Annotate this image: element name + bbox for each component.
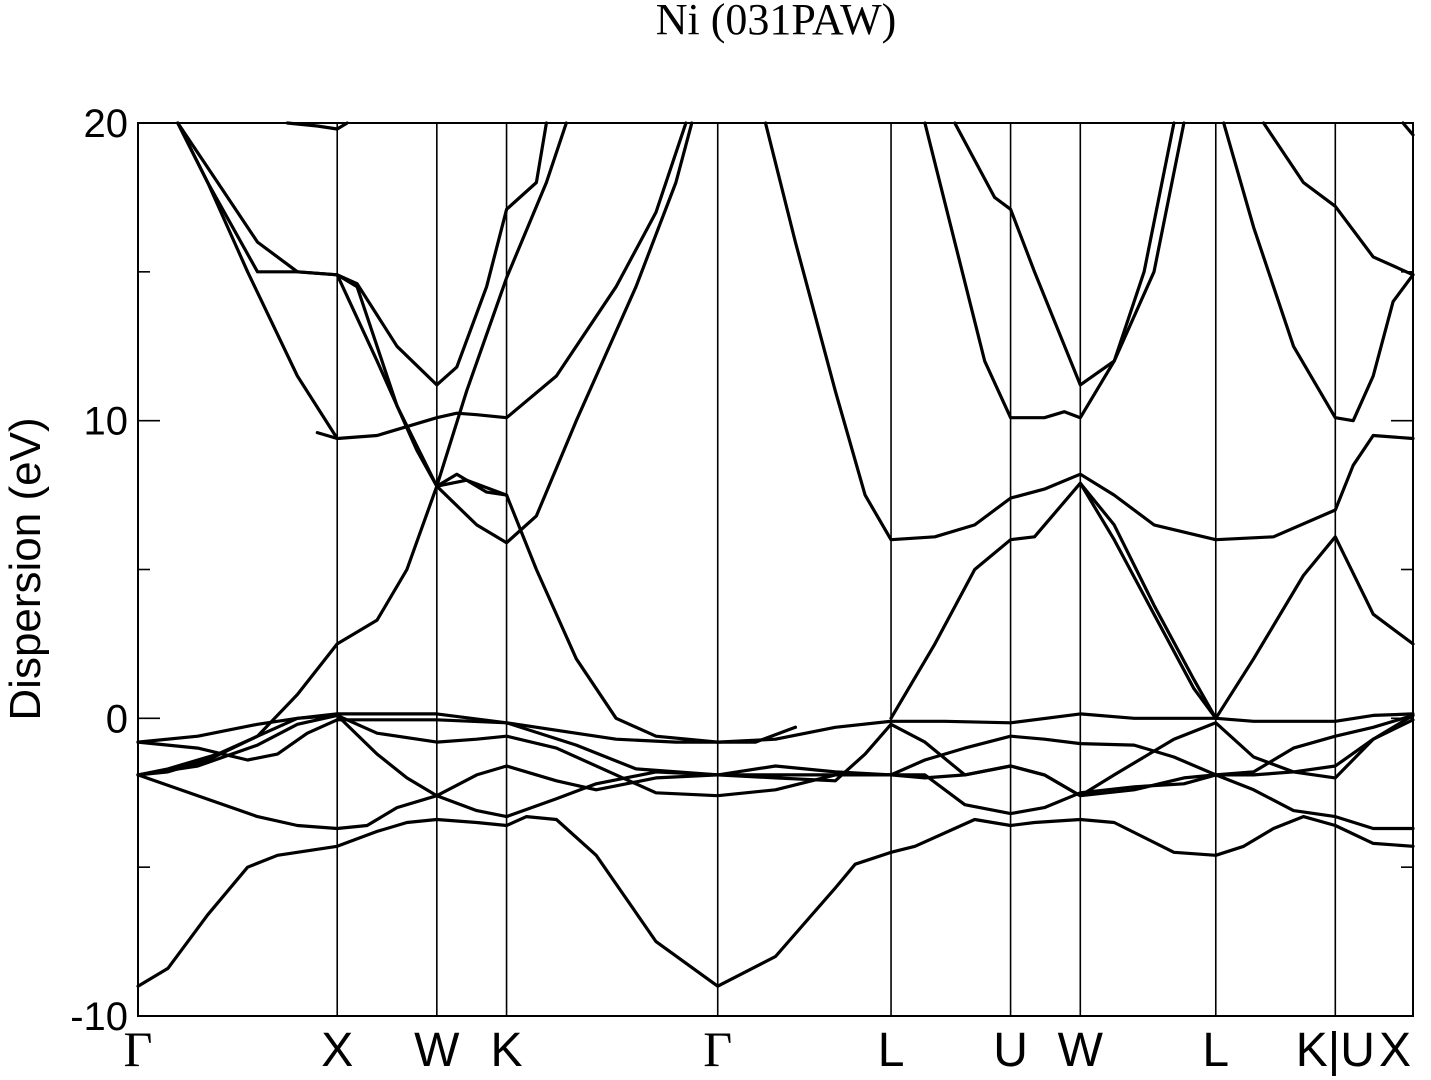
y-tick-label: -10	[70, 995, 128, 1039]
band-line	[136, 712, 1415, 762]
band-line	[1222, 121, 1415, 423]
band-line	[953, 121, 1186, 387]
y-axis-label: Dispersion (eV)	[1, 417, 50, 720]
kpoint-label: W	[1058, 1024, 1104, 1077]
band-line	[1078, 481, 1218, 720]
band-line	[889, 481, 1415, 720]
band-line	[285, 121, 349, 131]
kpoint-label: W	[414, 1024, 460, 1077]
kpoint-label: Γ	[124, 1021, 153, 1077]
band-line	[136, 814, 1415, 988]
band-line	[136, 712, 1415, 798]
kpoint-label: X	[1379, 1024, 1411, 1077]
band-line	[923, 121, 1176, 420]
band-line	[315, 431, 339, 441]
band-lines	[136, 121, 1415, 988]
kpoint-label: K|U	[1296, 1024, 1375, 1077]
kpoint-label: Γ	[703, 1021, 732, 1077]
plot-frame	[137, 122, 1414, 1017]
band-line	[335, 273, 798, 744]
kpoint-label: X	[321, 1024, 353, 1077]
kpoint-label: K	[491, 1024, 523, 1077]
band-line	[136, 764, 1415, 831]
band-line	[1261, 121, 1415, 277]
band-line	[176, 121, 688, 441]
band-line	[763, 121, 1415, 542]
band-line	[136, 713, 1415, 798]
kpoint-lines	[336, 123, 1337, 1016]
chart-title: Ni (031PAW)	[656, 0, 897, 44]
kpoint-labels: Γ X W K Γ L U W L K|U X	[124, 1021, 1411, 1077]
y-axis-ticks: -10 0 10 20	[70, 102, 1413, 1039]
y-tick-label: 0	[106, 697, 128, 741]
kpoint-label: L	[878, 1024, 905, 1077]
kpoint-label: L	[1202, 1024, 1229, 1077]
kpoint-label: U	[993, 1024, 1028, 1077]
y-tick-label: 20	[84, 102, 129, 146]
band-line	[1401, 121, 1415, 137]
y-tick-label: 10	[84, 400, 129, 444]
band-line	[176, 121, 549, 387]
band-line	[435, 478, 509, 497]
